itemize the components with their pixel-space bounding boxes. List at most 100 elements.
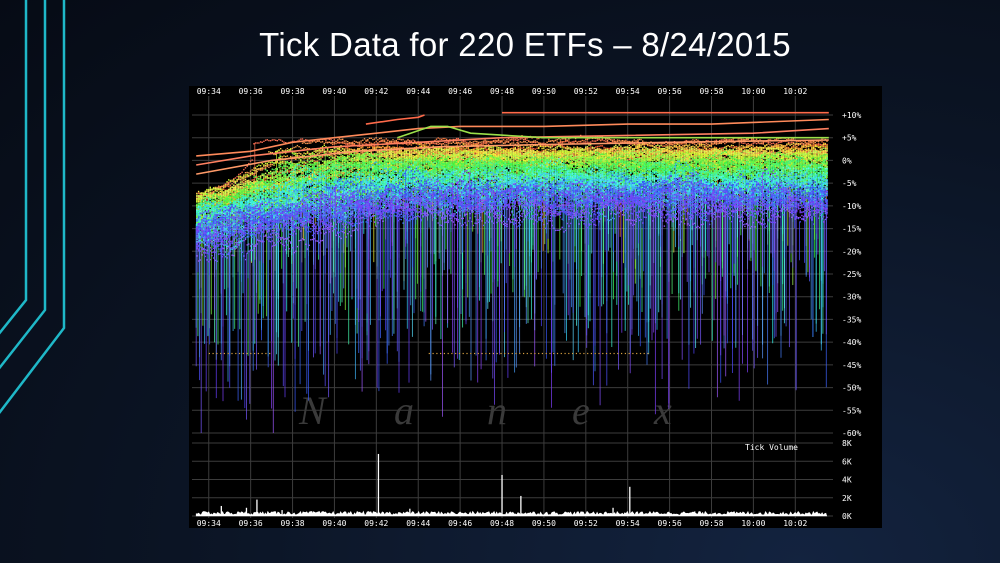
x-tick-label-bottom: 09:56: [658, 519, 682, 528]
etf-flat-trace: [243, 353, 244, 354]
etf-flat-trace: [220, 353, 221, 354]
y-tick-label: -45%: [842, 361, 861, 370]
y-tick-label: -10%: [842, 202, 861, 211]
volume-tick-label: 6K: [842, 457, 852, 466]
etf-flat-trace: [640, 353, 641, 354]
x-tick-label-bottom: 09:40: [322, 519, 346, 528]
x-tick-label-top: 09:48: [490, 87, 514, 96]
y-tick-label: -5%: [842, 179, 857, 188]
x-tick-label-top: 09:56: [658, 87, 682, 96]
etf-flat-trace: [224, 353, 225, 354]
y-tick-label: +5%: [842, 134, 857, 143]
etf-flat-trace: [440, 353, 441, 354]
etf-flat-trace: [614, 353, 615, 354]
volume-baseline: [196, 511, 827, 516]
etf-flat-trace: [459, 353, 460, 354]
etf-flat-trace: [576, 353, 577, 354]
etf-flat-trace: [444, 353, 445, 354]
etf-flat-trace: [504, 353, 505, 354]
etf-flat-trace: [500, 353, 501, 354]
etf-flat-trace: [470, 353, 471, 354]
volume-tick-label: 0K: [842, 512, 852, 521]
etf-flat-trace: [557, 353, 558, 354]
etf-flat-trace: [433, 353, 434, 354]
watermark-letter: e: [572, 388, 590, 433]
x-tick-label-bottom: 10:00: [741, 519, 765, 528]
etf-flat-trace: [489, 353, 490, 354]
x-tick-label-top: 09:52: [574, 87, 598, 96]
x-tick-label-top: 09:34: [197, 87, 221, 96]
etf-flat-trace: [228, 353, 229, 354]
etf-flat-trace: [606, 353, 607, 354]
etf-flat-trace: [647, 353, 648, 354]
etf-flat-trace: [610, 353, 611, 354]
etf-flat-trace: [580, 353, 581, 354]
x-tick-label-bottom: 09:34: [197, 519, 221, 528]
etf-flat-trace: [485, 353, 486, 354]
etf-flat-trace: [493, 353, 494, 354]
slide-title: Tick Data for 220 ETFs – 8/24/2015: [0, 26, 1000, 64]
y-tick-label: -25%: [842, 270, 861, 279]
x-tick-label-bottom: 09:46: [448, 519, 472, 528]
x-tick-label-top: 09:36: [239, 87, 263, 96]
y-tick-label: 0%: [842, 156, 852, 165]
y-tick-label: -30%: [842, 293, 861, 302]
etf-flat-trace: [478, 353, 479, 354]
etf-flat-trace: [497, 353, 498, 354]
etf-flat-trace: [538, 353, 539, 354]
etf-flat-trace: [429, 353, 430, 354]
etf-flat-trace: [262, 353, 263, 354]
etf-flat-trace: [598, 353, 599, 354]
x-tick-label-bottom: 09:54: [616, 519, 640, 528]
x-tick-label-top: 09:42: [364, 87, 388, 96]
etf-flat-trace: [534, 353, 535, 354]
x-tick-label-top: 09:38: [281, 87, 305, 96]
etf-flat-trace: [583, 353, 584, 354]
etf-flat-trace: [572, 353, 573, 354]
etf-flat-trace: [629, 353, 630, 354]
x-tick-label-bottom: 09:44: [406, 519, 430, 528]
x-tick-label-top: 09:40: [322, 87, 346, 96]
etf-flat-trace: [239, 353, 240, 354]
etf-flat-trace: [621, 353, 622, 354]
etf-series-high: [196, 129, 829, 165]
etf-flat-trace: [549, 353, 550, 354]
etf-flat-trace: [512, 353, 513, 354]
etf-flat-trace: [546, 353, 547, 354]
volume-tick-label: 8K: [842, 439, 852, 448]
y-tick-label: -35%: [842, 315, 861, 324]
etf-flat-trace: [636, 353, 637, 354]
watermark-letter: N: [298, 388, 328, 433]
etf-flat-trace: [231, 353, 232, 354]
x-tick-label-bottom: 09:50: [532, 519, 556, 528]
etf-flat-trace: [269, 353, 270, 354]
y-tick-label: -55%: [842, 406, 861, 415]
etf-flat-trace: [632, 353, 633, 354]
etf-flat-trace: [508, 353, 509, 354]
y-tick-label: -50%: [842, 384, 861, 393]
etf-flat-trace: [247, 353, 248, 354]
etf-flat-trace: [436, 353, 437, 354]
etf-flat-trace: [250, 353, 251, 354]
etf-flat-trace: [617, 353, 618, 354]
y-tick-label: +10%: [842, 111, 861, 120]
etf-flat-trace: [515, 353, 516, 354]
x-tick-label-bottom: 09:36: [239, 519, 263, 528]
x-tick-label-top: 09:58: [699, 87, 723, 96]
etf-flat-trace: [587, 353, 588, 354]
watermark-letter: n: [487, 388, 507, 433]
etf-flat-trace: [258, 353, 259, 354]
x-tick-label-bottom: 09:58: [699, 519, 723, 528]
etf-flat-trace: [565, 353, 566, 354]
etf-flat-trace: [482, 353, 483, 354]
etf-flat-trace: [542, 353, 543, 354]
etf-flat-trace: [213, 353, 214, 354]
x-tick-label-bottom: 09:52: [574, 519, 598, 528]
y-tick-label: -15%: [842, 225, 861, 234]
y-tick-label: -60%: [842, 429, 861, 438]
etf-flat-trace: [553, 353, 554, 354]
etf-flat-trace: [451, 353, 452, 354]
etf-flat-trace: [561, 353, 562, 354]
y-tick-label: -20%: [842, 247, 861, 256]
